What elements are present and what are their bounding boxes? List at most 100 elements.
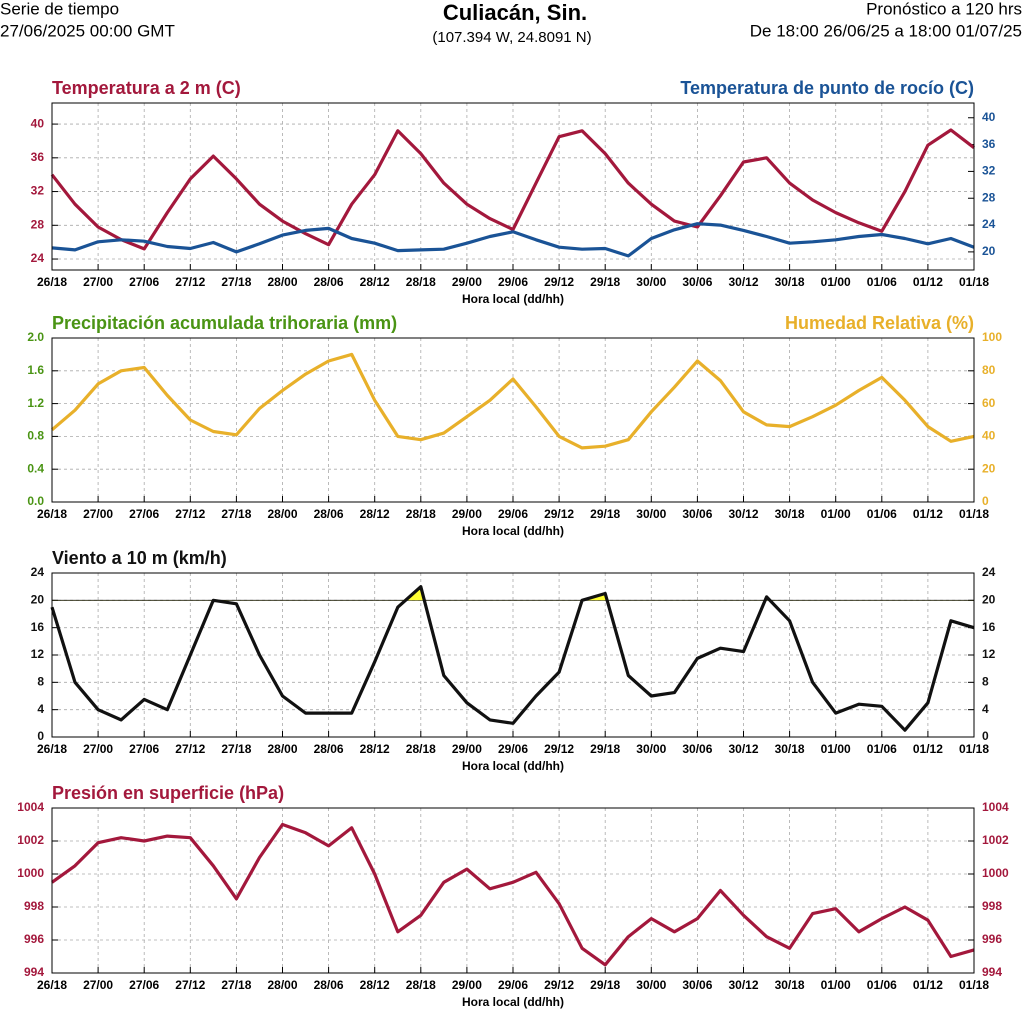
plot-frame (51, 807, 975, 974)
y-tick-label: 1004 (17, 800, 44, 814)
x-tick-label: 29/18 (590, 978, 620, 992)
y-tick-label: 1.2 (27, 396, 44, 410)
x-tick-label: 30/00 (636, 507, 666, 521)
x-tick-label: 28/00 (267, 742, 297, 756)
x-tick-label: 30/00 (636, 275, 666, 289)
x-tick-label: 30/18 (775, 742, 805, 756)
series-line (51, 822, 975, 967)
x-tick-label: 29/06 (498, 507, 528, 521)
x-tick-label: 27/00 (83, 978, 113, 992)
x-tick-label: 01/00 (821, 978, 851, 992)
x-tick-label: 28/18 (406, 507, 436, 521)
x-axis-label: Hora local (dd/hh) (462, 292, 564, 306)
y2-tick-label: 996 (982, 932, 1002, 946)
y-tick-label: 998 (24, 899, 44, 913)
y2-tick-label: 4 (982, 702, 989, 716)
y2-tick-label: 60 (982, 396, 996, 410)
header-left: Serie de tiempo (0, 0, 119, 18)
y2-tick-label: 20 (982, 244, 996, 258)
x-tick-label: 01/06 (867, 507, 897, 521)
y-tick-label: 2.0 (27, 330, 44, 344)
x-tick-label: 01/12 (913, 742, 943, 756)
x-tick-label: 27/06 (129, 742, 159, 756)
y2-tick-label: 0 (982, 729, 989, 743)
x-tick-label: 29/18 (590, 742, 620, 756)
x-tick-label: 01/18 (959, 978, 989, 992)
y-tick-label: 24 (31, 565, 45, 579)
y-tick-label: 4 (37, 702, 44, 716)
x-tick-label: 27/12 (175, 978, 205, 992)
series-line (50, 128, 975, 251)
x-tick-label: 27/18 (221, 978, 251, 992)
x-tick-label: 27/00 (83, 507, 113, 521)
y-tick-label: 1.6 (27, 363, 44, 377)
x-tick-label: 28/12 (360, 275, 390, 289)
x-tick-label: 01/18 (959, 507, 989, 521)
x-tick-label: 28/06 (314, 742, 344, 756)
x-tick-label: 30/06 (682, 978, 712, 992)
x-tick-label: 30/00 (636, 978, 666, 992)
x-tick-label: 30/12 (728, 507, 758, 521)
y-tick-label: 36 (31, 150, 45, 164)
plot-frame (51, 337, 975, 503)
y-tick-label: 24 (31, 251, 45, 265)
y-tick-label: 0.0 (27, 494, 44, 508)
y2-tick-label: 12 (982, 647, 996, 661)
x-tick-label: 26/18 (37, 507, 67, 521)
y2-tick-label: 24 (982, 565, 996, 579)
y2-tick-label: 0 (982, 494, 989, 508)
x-tick-label: 29/12 (544, 507, 574, 521)
x-tick-label: 01/06 (867, 742, 897, 756)
x-tick-label: 01/12 (913, 507, 943, 521)
x-tick-label: 28/12 (360, 507, 390, 521)
x-tick-label: 27/18 (221, 742, 251, 756)
y2-tick-label: 20 (982, 593, 996, 607)
y2-tick-label: 1000 (982, 866, 1009, 880)
x-tick-label: 28/06 (314, 275, 344, 289)
y-tick-label: 28 (31, 217, 45, 231)
x-tick-label: 27/06 (129, 978, 159, 992)
y2-tick-label: 100 (982, 330, 1002, 344)
y2-tick-label: 16 (982, 620, 996, 634)
x-axis-label: Hora local (dd/hh) (462, 524, 564, 538)
x-tick-label: 28/06 (314, 507, 344, 521)
x-tick-label: 30/18 (775, 978, 805, 992)
series-line (51, 222, 975, 258)
y2-tick-label: 36 (982, 137, 996, 151)
y2-tick-label: 994 (982, 965, 1002, 979)
y-tick-label: 1002 (17, 833, 44, 847)
x-tick-label: 28/06 (314, 978, 344, 992)
x-tick-label: 28/18 (406, 978, 436, 992)
x-tick-label: 01/00 (821, 507, 851, 521)
y-tick-label: 0.8 (27, 429, 44, 443)
y2-tick-label: 40 (982, 110, 996, 124)
series-name: Presión en superficie (hPa) (52, 783, 284, 803)
x-tick-label: 29/00 (452, 978, 482, 992)
x-tick-label: 28/18 (406, 742, 436, 756)
x-tick-label: 01/18 (959, 275, 989, 289)
y-tick-label: 16 (31, 620, 45, 634)
y2-tick-label: 20 (982, 461, 996, 475)
header-right: Pronóstico a 120 hrs (866, 0, 1022, 18)
y2-tick-label: 80 (982, 363, 996, 377)
x-tick-label: 27/06 (129, 275, 159, 289)
x-tick-label: 01/12 (913, 978, 943, 992)
x-tick-label: 01/00 (821, 275, 851, 289)
y-tick-label: 996 (24, 932, 44, 946)
y-tick-label: 0.4 (27, 461, 44, 475)
x-tick-label: 27/18 (221, 507, 251, 521)
x-tick-label: 29/06 (498, 742, 528, 756)
x-tick-label: 01/06 (867, 275, 897, 289)
plot-frame (51, 572, 975, 738)
series-name: Temperatura a 2 m (C) (52, 78, 241, 98)
x-tick-label: 28/00 (267, 978, 297, 992)
x-tick-label: 27/12 (175, 507, 205, 521)
x-tick-label: 29/00 (452, 275, 482, 289)
x-tick-label: 28/00 (267, 275, 297, 289)
x-tick-label: 29/18 (590, 507, 620, 521)
x-tick-label: 28/00 (267, 507, 297, 521)
header-title: Culiacán, Sin. (443, 0, 587, 25)
x-tick-label: 29/00 (452, 742, 482, 756)
series-line (50, 352, 975, 450)
